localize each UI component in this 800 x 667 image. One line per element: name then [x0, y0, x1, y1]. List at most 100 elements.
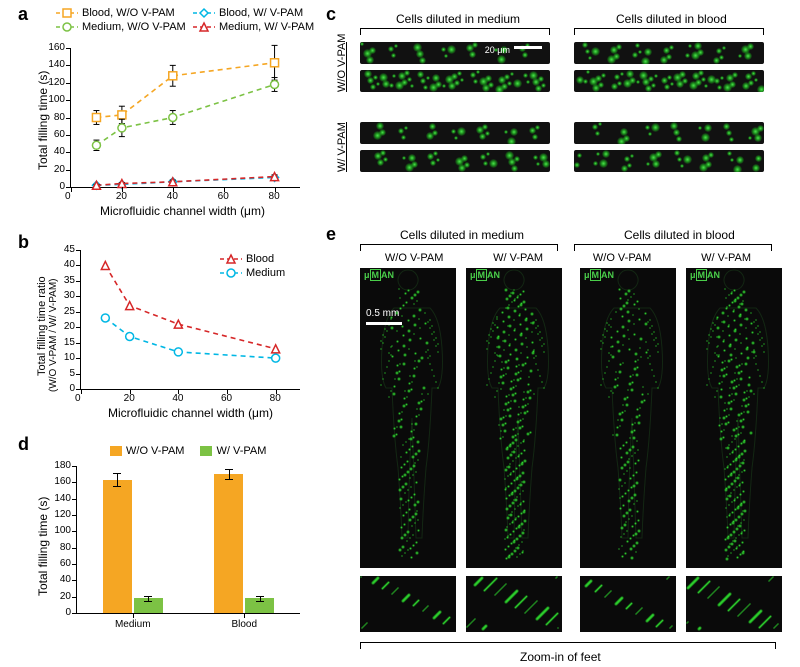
panel-a-ylabel: Total filling time (s): [36, 71, 50, 170]
scale-bar-text: 20 μm: [485, 45, 510, 55]
x-tick: 0: [75, 393, 81, 404]
y-tick: 180: [47, 460, 71, 471]
y-tick: 80: [47, 542, 71, 553]
bar-wo: [214, 474, 243, 613]
y-tick: 40: [51, 259, 75, 270]
y-tick: 40: [47, 574, 71, 585]
legend-swatch: [110, 446, 122, 456]
panel-d-label: d: [18, 434, 29, 455]
panel-a-label: a: [18, 4, 28, 25]
legend-entry: Medium, W/ V-PAM: [193, 20, 326, 34]
feet-micrograph: [580, 576, 676, 632]
body-micrograph: μMAN: [580, 268, 676, 568]
uman-logo: μMAN: [690, 270, 720, 280]
panel-b-label: b: [18, 232, 29, 253]
panel-e-col-label: W/O V-PAM: [593, 252, 651, 264]
channel-micrograph: [360, 122, 550, 144]
y-tick: 20: [47, 591, 71, 602]
x-tick: 60: [221, 393, 232, 404]
panel-e-images: μMAN 0.5 mm μMAN μMAN μMAN: [360, 268, 776, 568]
legend-text: Medium, W/O V-PAM: [82, 20, 186, 34]
x-tick: 80: [269, 191, 280, 202]
body-micrograph: μMAN: [466, 268, 562, 568]
legend-text: Medium, W/ V-PAM: [219, 20, 314, 34]
x-tick: 40: [172, 393, 183, 404]
panel-b-legend: Blood Medium: [220, 252, 285, 280]
panel-e-label: e: [326, 224, 336, 245]
x-tick: 60: [218, 191, 229, 202]
legend-marker: [193, 7, 215, 19]
feet-micrograph: [360, 576, 456, 632]
legend-text: W/O V-PAM: [126, 444, 184, 458]
feet-micrograph: [686, 576, 782, 632]
panel-c-head-right: Cells diluted in blood: [616, 12, 727, 26]
panel-e-bracket-left: [360, 244, 558, 251]
panel-c-head-left: Cells diluted in medium: [396, 12, 520, 26]
figure-root: a Blood, W/O V-PAM Blood, W/ V-PAM Mediu…: [0, 0, 800, 667]
legend-entry: W/ V-PAM: [200, 444, 266, 458]
panel-e-bottom-label: Zoom-in of feet: [520, 650, 601, 664]
category-label: Medium: [113, 619, 153, 630]
y-tick: 140: [47, 493, 71, 504]
legend-marker: [220, 267, 242, 279]
legend-entry: Blood, W/ V-PAM: [193, 6, 326, 20]
channel-micrograph: [360, 150, 550, 172]
panel-a-xlabel: Microfluidic channel width (μm): [100, 204, 265, 218]
panel-e-col-labels: W/O V-PAMW/ V-PAMW/O V-PAMW/ V-PAM: [360, 252, 776, 264]
legend-entry: Medium, W/O V-PAM: [56, 20, 189, 34]
panel-a-plot: 020406080020406080100120140160: [70, 48, 300, 188]
panel-d-plot: 020406080100120140160180MediumBlood: [76, 466, 300, 614]
panel-e-group-left: Cells diluted in medium: [400, 228, 524, 242]
x-tick: 0: [65, 191, 71, 202]
panel-c-micrographs: W/O V-PAM20 μmW/ V-PAM: [336, 36, 776, 216]
scale-bar: [514, 46, 542, 49]
channel-micrograph: [360, 70, 550, 92]
y-tick: 60: [47, 558, 71, 569]
panel-e-col-label: W/ V-PAM: [701, 252, 751, 264]
y-tick: 0: [47, 607, 71, 618]
legend-entry: Medium: [220, 266, 285, 280]
legend-text: W/ V-PAM: [216, 444, 266, 458]
channel-micrograph: [574, 122, 764, 144]
uman-logo: μMAN: [364, 270, 394, 280]
legend-text: Blood: [246, 252, 274, 266]
channel-micrograph: [574, 150, 764, 172]
panel-e-bottom-bracket: [360, 642, 776, 649]
panel-e-col-label: W/ V-PAM: [493, 252, 543, 264]
legend-entry: Blood: [220, 252, 285, 266]
panel-e-feet: [360, 576, 776, 636]
legend-text: Blood, W/ V-PAM: [219, 6, 303, 20]
feet-micrograph: [466, 576, 562, 632]
panel-d-ylabel: Total filling time (s): [36, 497, 50, 596]
channel-micrograph: [574, 42, 764, 64]
legend-swatch: [200, 446, 212, 456]
category-label: Blood: [224, 619, 264, 630]
scale-bar-label: 0.5 mm: [366, 308, 399, 319]
panel-e-group-right: Cells diluted in blood: [624, 228, 735, 242]
panel-c-bracket-right: [574, 28, 764, 35]
uman-logo: μMAN: [470, 270, 500, 280]
body-micrograph: μMAN: [686, 268, 782, 568]
legend-marker: [56, 7, 78, 19]
y-tick: 120: [47, 509, 71, 520]
panel-d-legend: W/O V-PAM W/ V-PAM: [110, 444, 266, 458]
panel-b-ylabel2: (W/O V-PAM / W/ V-PAM): [48, 278, 59, 392]
y-tick: 100: [47, 525, 71, 536]
channel-micrograph: [574, 70, 764, 92]
bar-wo: [103, 480, 132, 613]
panel-b-xlabel: Microfluidic channel width (μm): [108, 406, 273, 420]
panel-c-label: c: [326, 4, 336, 25]
legend-marker: [220, 253, 242, 265]
legend-entry: Blood, W/O V-PAM: [56, 6, 189, 20]
legend-entry: W/O V-PAM: [110, 444, 184, 458]
y-tick: 140: [41, 59, 65, 70]
y-tick: 0: [41, 181, 65, 192]
panel-e-bracket-right: [574, 244, 772, 251]
panel-c-bracket-left: [360, 28, 550, 35]
y-tick: 160: [41, 42, 65, 53]
x-tick: 40: [167, 191, 178, 202]
legend-text: Medium: [246, 266, 285, 280]
legend-marker: [56, 21, 78, 33]
y-tick: 160: [47, 476, 71, 487]
uman-logo: μMAN: [584, 270, 614, 280]
